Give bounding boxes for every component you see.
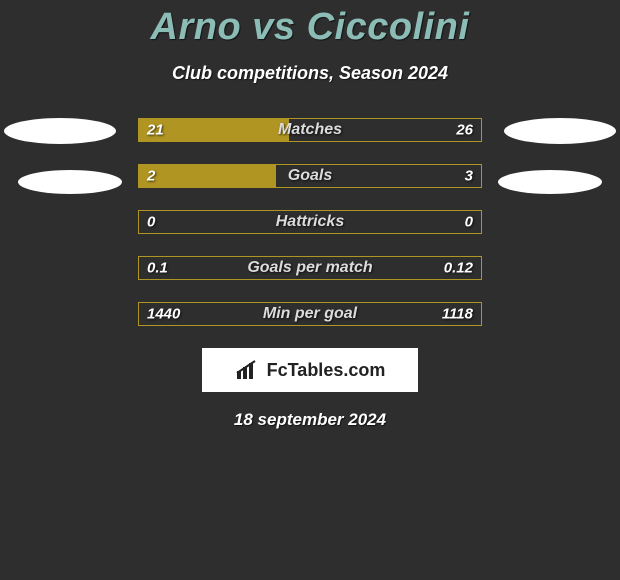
stat-value-left: 2 [147, 168, 155, 185]
stat-label: Hattricks [139, 213, 481, 231]
stat-fill [139, 165, 276, 187]
brand-text: FcTables.com [267, 360, 386, 381]
stat-row-hattricks: 0 Hattricks 0 [138, 210, 482, 234]
bar-chart-icon [235, 359, 263, 381]
stat-value-left: 0.1 [147, 260, 168, 277]
stat-row-goals: 2 Goals 3 [138, 164, 482, 188]
stat-row-matches: 21 Matches 26 [138, 118, 482, 142]
player-left-oval-2 [18, 170, 122, 194]
comparison-chart: 21 Matches 26 2 Goals 3 0 Hattricks 0 0.… [0, 118, 620, 430]
subtitle: Club competitions, Season 2024 [0, 63, 620, 84]
date-label: 18 september 2024 [0, 410, 620, 430]
stat-value-left: 21 [147, 122, 164, 139]
stat-row-goals-per-match: 0.1 Goals per match 0.12 [138, 256, 482, 280]
page-title: Arno vs Ciccolini [0, 0, 620, 49]
stat-value-right: 3 [465, 168, 473, 185]
stat-label: Goals per match [139, 259, 481, 277]
stat-value-right: 0.12 [444, 260, 473, 277]
stat-value-left: 1440 [147, 306, 180, 323]
stat-row-min-per-goal: 1440 Min per goal 1118 [138, 302, 482, 326]
stat-label: Min per goal [139, 305, 481, 323]
player-right-oval-1 [504, 118, 616, 144]
brand-logo: FcTables.com [202, 348, 418, 392]
stat-value-right: 1118 [442, 306, 473, 323]
stat-value-right: 26 [456, 122, 473, 139]
stat-value-right: 0 [465, 214, 473, 231]
stat-value-left: 0 [147, 214, 155, 231]
player-right-oval-2 [498, 170, 602, 194]
player-left-oval-1 [4, 118, 116, 144]
